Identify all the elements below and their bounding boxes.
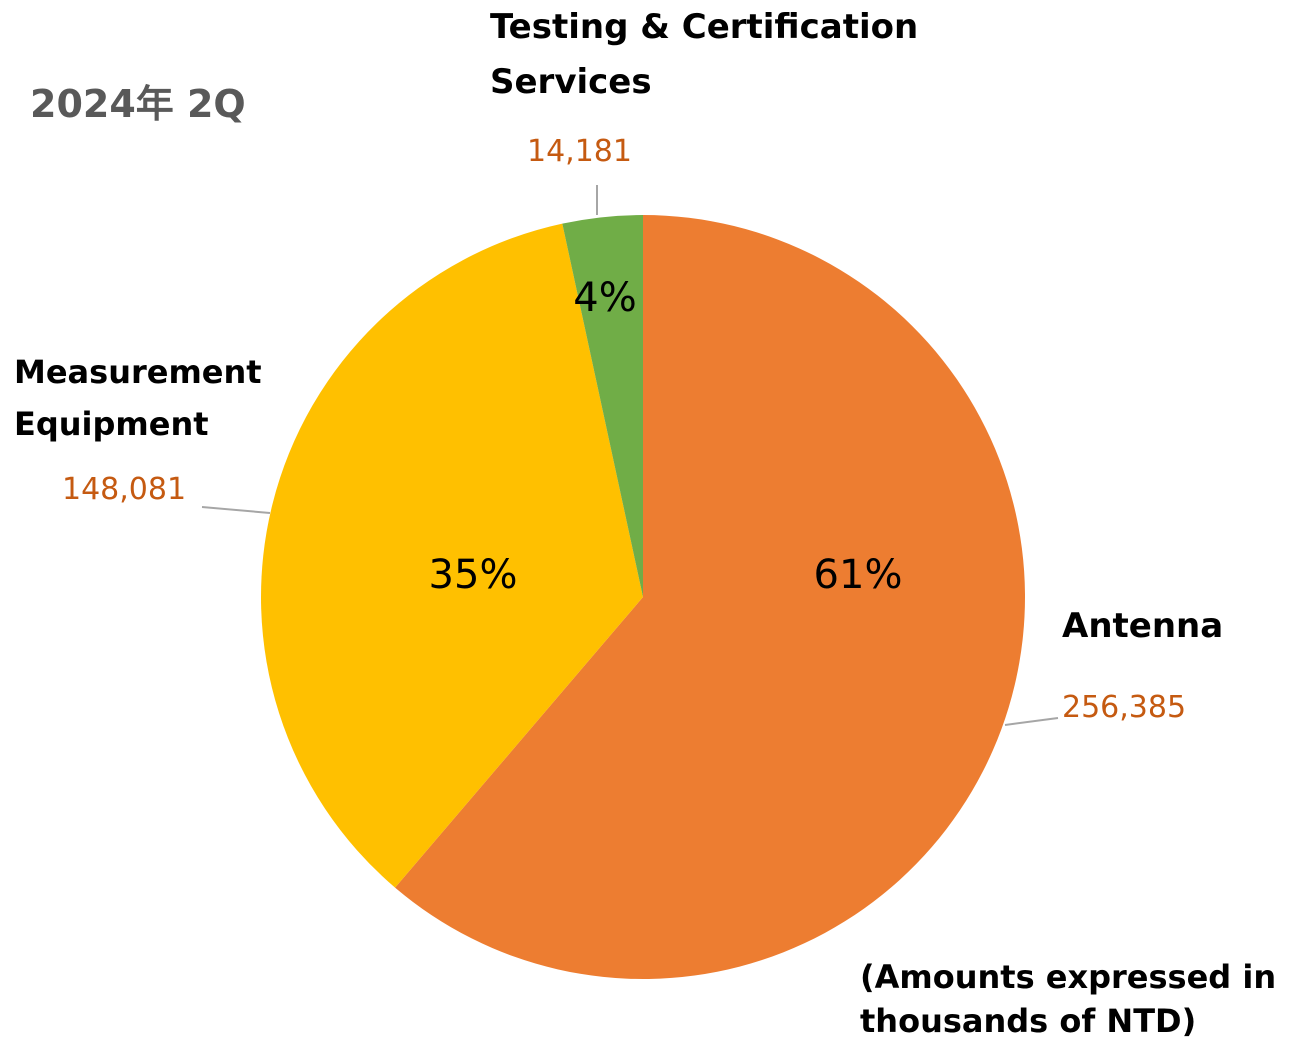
percent-label: 35%	[429, 552, 518, 598]
category-label: Measurement Equipment	[14, 353, 262, 443]
value-label: 14,181	[527, 134, 632, 169]
percent-label: 4%	[573, 275, 636, 321]
pie-slice	[261, 223, 643, 888]
pie-slice	[395, 215, 1025, 979]
leader-line	[1004, 717, 1059, 726]
note-line: thousands of NTD)	[860, 1002, 1197, 1040]
category-label: Testing & Certification Services	[490, 7, 919, 102]
note-line: (Amounts expressed in	[860, 958, 1277, 996]
pie-slice	[562, 215, 643, 597]
value-label: 256,385	[1062, 690, 1187, 725]
leader-line	[201, 506, 271, 514]
percent-label: 61%	[814, 552, 903, 598]
note: (Amounts expressed in thousands of NTD)	[860, 955, 1276, 1043]
value-label: 148,081	[62, 472, 187, 507]
category-label: Antenna	[1062, 606, 1224, 646]
chart-title: 2024年 2Q	[30, 82, 246, 126]
